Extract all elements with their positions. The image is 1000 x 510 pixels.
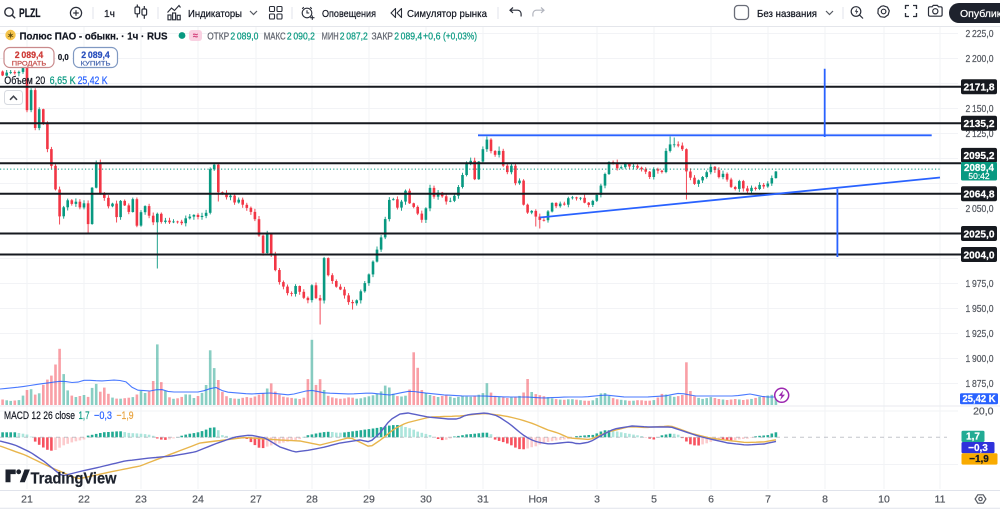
svg-text:6,65 K: 6,65 K bbox=[50, 75, 77, 87]
svg-text:20,0: 20,0 bbox=[973, 406, 994, 418]
svg-text:Ноя: Ноя bbox=[528, 494, 547, 506]
svg-text:2 125,0: 2 125,0 bbox=[966, 128, 994, 140]
svg-text:(+0,03%): (+0,03%) bbox=[443, 31, 477, 42]
svg-text:−0,3: −0,3 bbox=[968, 443, 988, 454]
svg-text:11: 11 bbox=[935, 494, 946, 506]
svg-text:Симулятор рынка: Симулятор рынка bbox=[407, 8, 487, 20]
svg-text:PLZL: PLZL bbox=[19, 8, 41, 20]
svg-text:2171,8: 2171,8 bbox=[964, 82, 995, 94]
svg-text:−1,9: −1,9 bbox=[969, 454, 989, 465]
svg-text:Объем 20: Объем 20 bbox=[4, 75, 45, 87]
svg-text:−1,9: −1,9 bbox=[117, 410, 134, 422]
svg-text:31: 31 bbox=[477, 494, 489, 506]
svg-text:2 089,4: 2 089,4 bbox=[81, 50, 110, 60]
svg-text:2 150,0: 2 150,0 bbox=[966, 103, 994, 115]
svg-text:1,7: 1,7 bbox=[79, 410, 90, 422]
svg-text:Оповещения: Оповещения bbox=[322, 8, 376, 20]
svg-text:≈: ≈ bbox=[193, 31, 198, 41]
svg-text:−0,3: −0,3 bbox=[94, 410, 112, 422]
svg-text:2004,0: 2004,0 bbox=[964, 249, 995, 261]
svg-text:8: 8 bbox=[822, 494, 828, 506]
svg-text:22: 22 bbox=[78, 494, 90, 506]
svg-text:27: 27 bbox=[250, 494, 262, 506]
svg-text:ПРОДАТЬ: ПРОДАТЬ bbox=[12, 61, 47, 68]
svg-text:28: 28 bbox=[306, 494, 318, 506]
svg-text:Без названия: Без названия bbox=[757, 8, 817, 20]
svg-text:1 975,0: 1 975,0 bbox=[966, 278, 994, 290]
svg-text:2 225,0: 2 225,0 bbox=[966, 28, 994, 40]
svg-text:1 950,0: 1 950,0 bbox=[966, 303, 994, 315]
svg-text:2 050,0: 2 050,0 bbox=[966, 203, 994, 215]
svg-text:2 087,2: 2 087,2 bbox=[340, 31, 368, 42]
svg-text:24: 24 bbox=[192, 494, 204, 506]
svg-text:МАКС: МАКС bbox=[264, 31, 286, 42]
svg-text:2 089,4: 2 089,4 bbox=[15, 50, 44, 60]
svg-text:2025,0: 2025,0 bbox=[964, 228, 995, 240]
svg-text:2 200,0: 2 200,0 bbox=[966, 53, 994, 65]
svg-text:10: 10 bbox=[878, 494, 890, 506]
svg-text:25,42 K: 25,42 K bbox=[78, 75, 109, 87]
svg-text:TradingView: TradingView bbox=[31, 471, 118, 488]
svg-text:КУПИТЬ: КУПИТЬ bbox=[81, 61, 112, 68]
svg-text:+0,6: +0,6 bbox=[423, 31, 441, 42]
svg-text:21: 21 bbox=[21, 494, 33, 506]
svg-text:ЗАКР: ЗАКР bbox=[372, 31, 394, 42]
svg-text:2 089,0: 2 089,0 bbox=[230, 31, 258, 42]
svg-text:0,0: 0,0 bbox=[58, 53, 70, 62]
svg-text:1ч: 1ч bbox=[104, 8, 115, 20]
svg-text:MACD 12 26 close: MACD 12 26 close bbox=[4, 410, 75, 422]
svg-text:1 875,0: 1 875,0 bbox=[966, 378, 994, 390]
svg-text:1 925,0: 1 925,0 bbox=[966, 328, 994, 340]
svg-text:1,7: 1,7 bbox=[966, 432, 980, 443]
svg-text:6: 6 bbox=[708, 494, 714, 506]
svg-text:2095,2: 2095,2 bbox=[964, 150, 995, 162]
svg-text:5: 5 bbox=[651, 494, 657, 506]
svg-text:2089,4: 2089,4 bbox=[964, 163, 994, 174]
svg-text:1 900,0: 1 900,0 bbox=[966, 353, 994, 365]
svg-text:МИН: МИН bbox=[322, 31, 339, 42]
svg-text:50:42: 50:42 bbox=[968, 171, 990, 181]
svg-text:Опубликовать: Опубликовать bbox=[960, 8, 1000, 20]
svg-text:Полюс ПАО - обыкн. · 1ч · RUS: Полюс ПАО - обыкн. · 1ч · RUS bbox=[20, 30, 168, 42]
svg-text:29: 29 bbox=[363, 494, 375, 506]
svg-text:7: 7 bbox=[765, 494, 771, 506]
svg-text:✶: ✶ bbox=[7, 30, 14, 40]
svg-text:ОТКР: ОТКР bbox=[207, 31, 229, 42]
svg-text:2 089,4: 2 089,4 bbox=[394, 31, 422, 42]
svg-text:2 090,2: 2 090,2 bbox=[287, 31, 315, 42]
svg-text:2135,2: 2135,2 bbox=[964, 118, 995, 130]
svg-text:3: 3 bbox=[594, 494, 600, 506]
svg-text:23: 23 bbox=[135, 494, 147, 506]
svg-text:25,42 K: 25,42 K bbox=[963, 394, 997, 405]
svg-text:Индикаторы: Индикаторы bbox=[188, 8, 242, 20]
svg-text:30: 30 bbox=[420, 494, 432, 506]
svg-text:2064,8: 2064,8 bbox=[964, 189, 995, 201]
